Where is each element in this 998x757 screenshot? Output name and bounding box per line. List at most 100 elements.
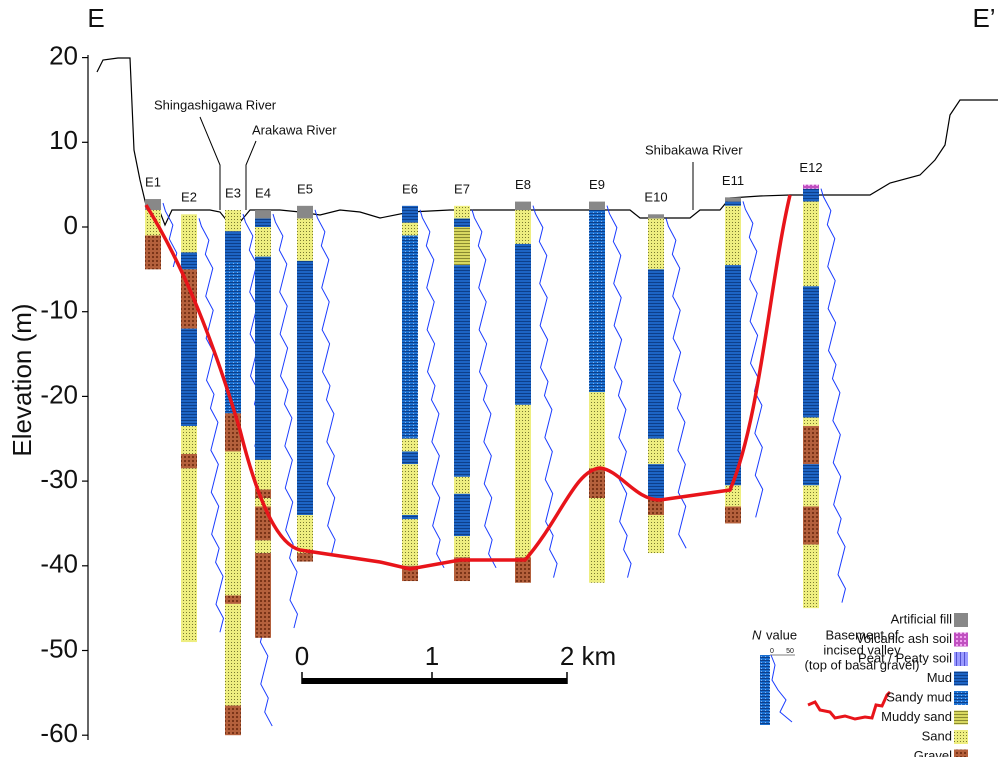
layer [648,218,664,270]
borehole-label: E8 [515,177,531,192]
borehole-label: E9 [589,177,605,192]
layer [454,227,470,266]
layer [454,493,470,537]
layer [803,417,819,427]
layer [402,235,418,439]
layer [648,269,664,439]
legend: Artificial fill Volcanic ash soil Peat / P… [856,611,968,757]
legend-swatch [954,652,968,666]
layer [648,464,664,499]
n-value-line [742,201,764,518]
layer [297,205,313,219]
layer [181,252,197,270]
layer [454,476,470,494]
layer [515,404,531,558]
layer [725,197,741,202]
layer [454,218,470,227]
legend-label: Muddy sand [881,709,952,724]
layer [255,553,271,638]
borehole: E8 [515,177,558,583]
river-label: Shingashigawa River [154,97,277,112]
layer [803,286,819,418]
legend-swatch [954,671,968,686]
layer [225,603,241,706]
borehole-label: E10 [644,190,667,205]
legend-swatch [954,710,968,725]
layer [515,557,531,583]
n-value-line [419,209,445,569]
n-value-key: N value 0 50 [752,627,797,725]
layer [145,199,161,211]
river-label: Arakawa River [252,122,337,137]
axis-label: Elevation (m) [7,303,37,456]
n-value-line [532,205,558,578]
layer [225,413,241,452]
basement-key: Basement of incised valley (top of basal… [805,627,919,721]
layer [225,210,241,232]
river-leaders [199,116,694,210]
layer [803,184,819,189]
layer [181,453,197,469]
layer [225,595,241,604]
layer [589,210,605,393]
scale-label: 1 [425,641,439,671]
layer [803,426,819,465]
borehole-label: E1 [145,174,161,189]
n-value-line [314,209,336,554]
layer [225,451,241,596]
layer [255,256,271,460]
n-value-line [272,213,298,629]
axis: 20 10 0 -10 -20 -30 -40 -50 -60 [40,40,89,748]
legend-swatch [954,632,968,647]
tick-label: 10 [49,125,78,155]
layer [402,438,418,452]
layer [803,201,819,287]
layer [589,201,605,211]
layer [648,214,664,219]
borehole-label: E4 [255,185,271,200]
layer [725,205,741,266]
boreholes: E1 E2 E3 E4 E5 E6 E7 E8 E9 E10 E11 E12 [145,160,846,736]
legend-label: Volcanic ash soil [856,631,952,646]
layer [515,210,531,244]
borehole: E7 [454,181,497,582]
layer [297,218,313,261]
layer [803,464,819,486]
basement-text: incised valley [823,642,901,657]
layer [803,188,819,202]
layer [402,205,418,223]
borehole-label: E11 [722,173,744,188]
layer [255,227,271,257]
layer [589,468,605,499]
layer [515,201,531,211]
tick-label: -10 [40,295,78,325]
tick-label: 20 [49,40,78,70]
n-tick: 0 [770,648,774,655]
n-value-line [820,188,846,603]
layer [181,468,197,643]
tick-label: 0 [64,210,78,240]
legend-swatch [954,730,968,744]
borehole: E11 [722,173,764,524]
layer [725,201,741,206]
borehole: E4 [255,185,298,638]
layer [803,544,819,609]
n-value-line [471,209,497,569]
borehole: E12 [799,160,846,609]
layer [402,514,418,520]
layer [589,498,605,583]
layer [454,536,470,558]
n-value-line [198,218,224,633]
borehole: E6 [402,181,445,582]
borehole-label: E5 [297,181,313,196]
n-value-line [162,202,178,268]
layer [297,260,313,515]
tick-label: -20 [40,379,78,409]
layer [181,426,197,454]
layer [297,553,313,562]
borehole-label: E7 [454,181,470,196]
layer [454,557,470,582]
layer [297,514,313,554]
n-symbol: N [752,627,762,642]
legend-label: Sand [922,728,952,743]
